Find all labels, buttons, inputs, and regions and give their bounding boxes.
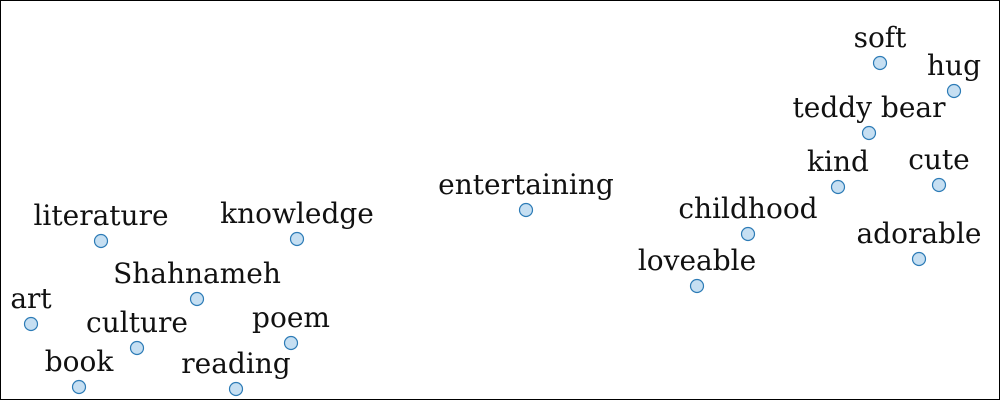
point-label-shahnameh: Shahnameh [113, 257, 281, 290]
point-hug [946, 83, 962, 99]
point-label-knowledge: knowledge [220, 197, 374, 230]
point-label-culture: culture [86, 306, 188, 339]
point-teddy-bear [861, 125, 877, 141]
point-label-book: book [45, 345, 115, 378]
point-label-childhood: childhood [678, 192, 817, 225]
point-childhood [740, 226, 756, 242]
point-label-kind: kind [807, 145, 869, 178]
point-label-reading: reading [181, 347, 291, 380]
point-label-adorable: adorable [856, 217, 981, 250]
point-label-entertaining: entertaining [438, 168, 614, 201]
point-art [23, 316, 39, 332]
point-label-teddy-bear: teddy bear [793, 91, 947, 124]
point-adorable [911, 251, 927, 267]
point-poem [283, 335, 299, 351]
point-label-literature: literature [33, 199, 168, 232]
point-book [71, 379, 87, 395]
point-label-art: art [10, 282, 52, 315]
point-soft [872, 55, 888, 71]
point-label-hug: hug [927, 49, 981, 82]
point-shahnameh [189, 291, 205, 307]
point-loveable [689, 278, 705, 294]
point-entertaining [518, 202, 534, 218]
point-reading [228, 381, 244, 397]
points-layer [23, 55, 962, 397]
point-cute [931, 177, 947, 193]
point-label-soft: soft [854, 21, 908, 54]
point-kind [830, 179, 846, 195]
point-literature [93, 233, 109, 249]
point-label-cute: cute [908, 143, 970, 176]
point-knowledge [289, 231, 305, 247]
point-culture [129, 340, 145, 356]
point-label-loveable: loveable [638, 244, 756, 277]
point-label-poem: poem [252, 301, 330, 334]
